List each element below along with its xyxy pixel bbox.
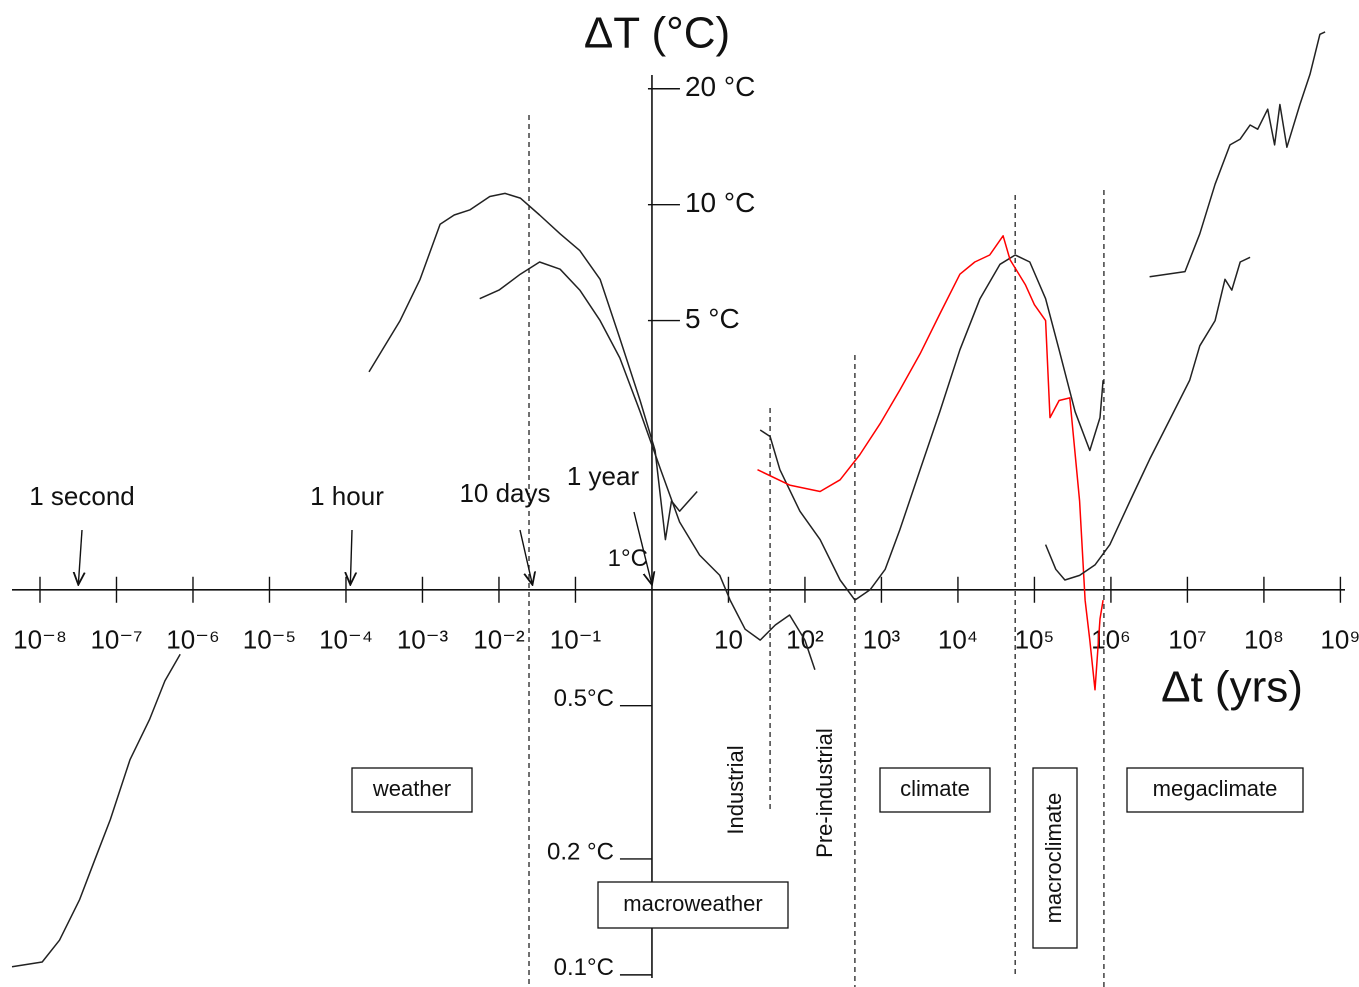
regime-label: climate [900,776,970,801]
series-line [1044,256,1251,581]
series-line [11,653,181,968]
y-tick-label: 0.5°C [554,685,614,712]
y-tick-label: 0.2 °C [547,838,614,865]
x-tick-label: 10⁻⁷ [90,625,142,655]
annotation-arrow [519,529,532,585]
annotation-arrow [350,529,352,585]
annotation: 10 days [459,478,550,508]
regime-box [351,767,473,813]
y-tick-label: 10 °C [685,187,755,218]
x-tick-label: 10⁻² [473,625,525,655]
regime-label: macroweather [623,891,762,916]
x-tick-label: 10⁻³ [397,625,449,655]
x-tick-label: 10⁹ [1320,625,1359,655]
annotation: 1 second [29,481,135,511]
series-line [759,254,1104,601]
annotation: 1 hour [310,481,384,511]
series-line [1149,31,1326,278]
regime-box [597,881,789,929]
regime-label: megaclimate [1153,776,1278,801]
series-line [368,192,698,541]
x-tick-label: 10⁷ [1168,625,1206,655]
y-tick-label: 20 °C [685,71,755,102]
annotation-arrow [633,511,652,585]
series-line [757,235,1104,691]
regime-label: macroclimate [1041,793,1066,924]
y-tick-label: 1°C [608,545,648,572]
x-tick-label: 10⁸ [1244,625,1284,655]
x-tick-label: 10 [714,625,743,655]
annotation: 1 year [567,461,640,491]
regime-label: weather [372,776,451,801]
x-tick-label: 10⁻⁵ [243,625,296,655]
annotation-arrow [78,529,82,585]
x-tick-label: 10⁻⁶ [166,625,219,655]
x-tick-label: 10⁻⁴ [319,625,373,655]
x-tick-label: 10³ [863,625,901,655]
regime-box [1126,767,1304,813]
y-tick-label: 5 °C [685,303,740,334]
x-tick-label: 10⁻¹ [550,625,602,655]
regime-box [879,767,991,813]
regime-label: Industrial [723,745,748,834]
series-line [479,261,816,670]
chart-title: ΔT (°C) [584,9,730,58]
regime-box [1032,767,1078,949]
x-tick-label: 10⁻⁸ [13,625,67,655]
regime-label: Pre-industrial [812,728,837,858]
x-axis-title: Δt (yrs) [1161,663,1303,712]
x-tick-label: 10⁵ [1015,625,1055,655]
y-tick-label: 0.1°C [554,954,614,981]
x-tick-label: 10⁴ [938,625,978,655]
